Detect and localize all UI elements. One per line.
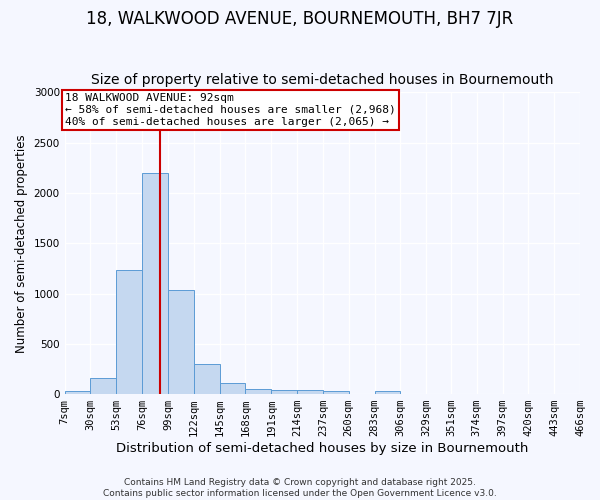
Bar bbox=[116, 270, 142, 394]
X-axis label: Distribution of semi-detached houses by size in Bournemouth: Distribution of semi-detached houses by … bbox=[116, 442, 529, 455]
Bar bbox=[168, 290, 194, 394]
Bar bbox=[194, 364, 220, 394]
Bar bbox=[271, 390, 297, 394]
Bar bbox=[91, 378, 116, 394]
Bar bbox=[142, 173, 168, 394]
Text: 18 WALKWOOD AVENUE: 92sqm
← 58% of semi-detached houses are smaller (2,968)
40% : 18 WALKWOOD AVENUE: 92sqm ← 58% of semi-… bbox=[65, 94, 396, 126]
Text: 18, WALKWOOD AVENUE, BOURNEMOUTH, BH7 7JR: 18, WALKWOOD AVENUE, BOURNEMOUTH, BH7 7J… bbox=[86, 10, 514, 28]
Bar bbox=[297, 390, 323, 394]
Bar bbox=[374, 390, 400, 394]
Bar bbox=[220, 382, 245, 394]
Title: Size of property relative to semi-detached houses in Bournemouth: Size of property relative to semi-detach… bbox=[91, 73, 554, 87]
Bar bbox=[323, 390, 349, 394]
Text: Contains HM Land Registry data © Crown copyright and database right 2025.
Contai: Contains HM Land Registry data © Crown c… bbox=[103, 478, 497, 498]
Y-axis label: Number of semi-detached properties: Number of semi-detached properties bbox=[15, 134, 28, 352]
Bar bbox=[65, 391, 91, 394]
Bar bbox=[245, 388, 271, 394]
